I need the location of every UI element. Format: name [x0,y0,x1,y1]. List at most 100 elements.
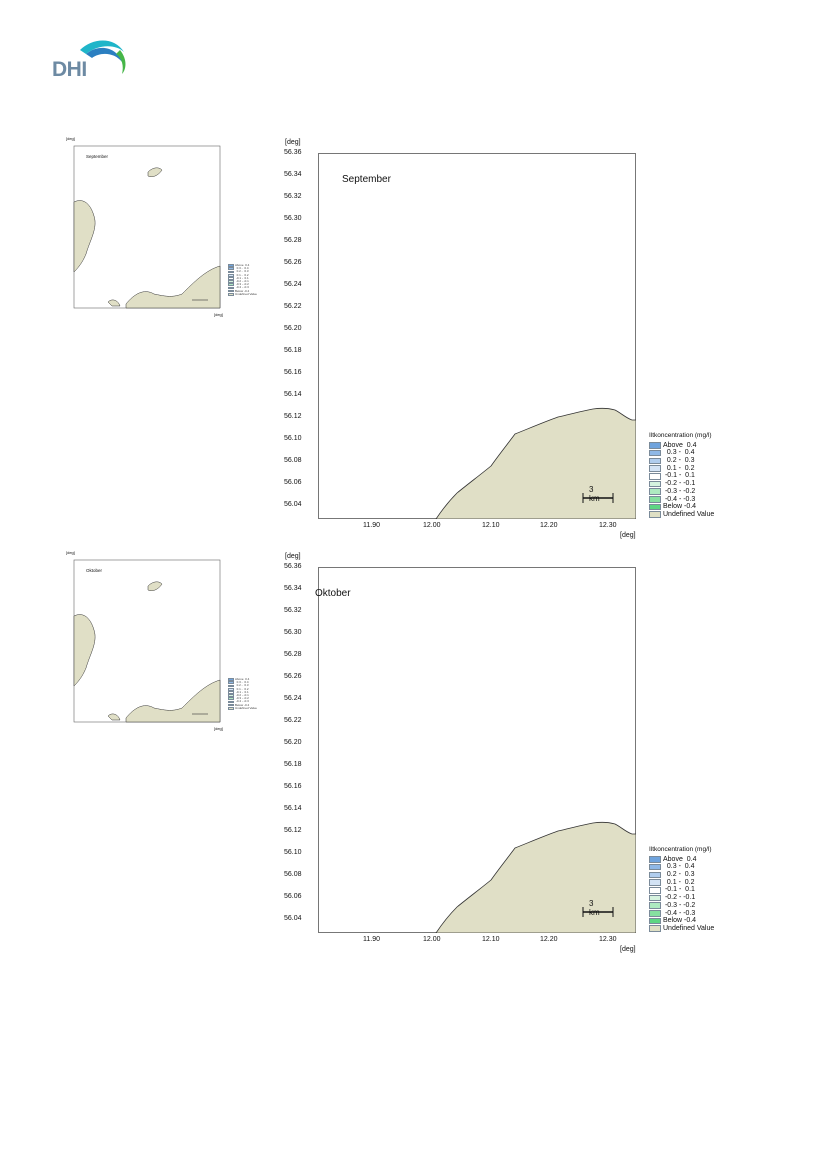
legend-label: Above 0.4 [663,441,697,449]
overview-legend-item: 0.2 - 0.3 [228,269,257,274]
legend-swatch [649,457,661,465]
overview-legend-label: -0.4 - -0.3 [235,699,249,704]
legend-swatch [649,894,661,902]
overview-legend-label: Above 0.4 [235,677,250,681]
y-tick-label: 56.18 [284,761,302,768]
legend-item: 0.1 - 0.2 [649,465,714,473]
overview-legend-label: 0.2 - 0.3 [235,683,249,688]
legend-label: 0.3 - 0.4 [663,449,695,457]
overview-legend-label: 0.3 - 0.4 [235,266,249,271]
legend-swatch [649,496,661,503]
overview-legend-label: -0.1 - 0.1 [235,275,249,280]
overview-x-unit: [deg] [214,312,223,317]
overview-legend: Above 0.4 0.3 - 0.4 0.2 - 0.3 0.1 - 0.2 … [228,263,257,296]
x-tick-label: 12.30 [599,936,617,943]
overview-legend-swatch [228,687,234,691]
overview-y-unit: [deg] [66,136,75,141]
legend-item: Above 0.4 [649,856,714,864]
overview-title: Oktober [86,568,103,573]
overview-legend-swatch [228,264,234,267]
overview-legend-label: -0.1 - 0.1 [235,689,249,694]
overview-legend-item: Below -0.4 [228,289,257,293]
legend-label: -0.2 - -0.1 [663,894,696,902]
y-tick-label: 56.14 [284,805,302,812]
overview-legend-swatch [228,267,234,271]
overview-legend-swatch [228,690,234,694]
legend-swatch [649,887,661,894]
x-tick-label: 12.00 [423,522,441,529]
legend-item: 0.1 - 0.2 [649,879,714,887]
legend-item: Below -0.4 [649,503,714,511]
legend-item: -0.2 - -0.1 [649,480,714,488]
legend-label: 0.3 - 0.4 [663,863,695,871]
overview-legend-label: Above 0.4 [235,263,250,267]
y-tick-label: 56.16 [284,369,302,376]
y-tick-label: 56.04 [284,915,302,922]
overview-legend-label: -0.3 - -0.2 [235,696,249,701]
overview-legend-item: Above 0.4 [228,677,257,681]
overview-y-unit: [deg] [66,550,75,555]
map-frame [318,153,636,519]
legend-label: Above 0.4 [663,855,697,863]
legend-label: -0.3 - -0.2 [663,901,696,909]
overview-legend-swatch [228,283,234,287]
overview-legend-label: Undefined Value [235,291,257,296]
overview-map-oktober: [deg] Oktober [deg] Above 0.4 0.3 - 0.4 … [64,550,274,734]
y-unit-label: [deg] [285,553,301,560]
legend-item: -0.4 - -0.3 [649,910,714,918]
y-tick-label: 56.20 [284,325,302,332]
y-tick-label: 56.30 [284,629,302,636]
legend-swatch [649,863,661,871]
legend: Iltkoncentration (mg/l) Above 0.4 0.3 - … [649,846,714,933]
legend-item: -0.1 - 0.1 [649,472,714,480]
y-tick-label: 56.36 [284,149,302,156]
legend-title: Iltkoncentration (mg/l) [649,846,712,853]
overview-legend-item: 0.3 - 0.4 [228,266,257,271]
y-tick-label: 56.14 [284,391,302,398]
overview-legend-item: 0.2 - 0.3 [228,683,257,688]
y-tick-label: 56.22 [284,717,302,724]
legend-item: 0.3 - 0.4 [649,863,714,871]
overview-legend-item: Below -0.4 [228,703,257,707]
legend-item: 0.3 - 0.4 [649,449,714,457]
legend-item: 0.2 - 0.3 [649,871,714,879]
overview-map-september: [deg] September [deg] Above 0.4 0.3 - 0.… [64,136,274,320]
legend-label: Below -0.4 [663,917,697,925]
overview-legend-item: -0.2 - -0.1 [228,278,257,283]
overview-legend-swatch [228,270,234,274]
overview-legend-label: 0.1 - 0.2 [235,272,249,277]
overview-legend-item: 0.1 - 0.2 [228,687,257,691]
legend-swatch [649,856,661,863]
overview-legend-item: -0.2 - -0.1 [228,693,257,697]
y-tick-label: 56.32 [284,193,302,200]
scale-bar [582,907,614,917]
y-tick-label: 56.34 [284,171,302,178]
x-unit-label: [deg] [620,532,636,539]
overview-legend-label: 0.2 - 0.3 [235,269,249,274]
overview-legend-item: -0.1 - 0.1 [228,689,257,694]
legend-swatch [649,879,661,886]
overview-legend-label: -0.4 - -0.3 [235,285,249,290]
overview-legend-label: -0.2 - -0.1 [235,278,249,283]
legend-item: Undefined Value [649,511,714,519]
legend-item: Below -0.4 [649,917,714,925]
overview-legend-swatch [228,289,234,293]
y-tick-label: 56.22 [284,303,302,310]
x-tick-label: 11.90 [363,522,380,529]
legend-label: 0.2 - 0.3 [663,457,695,465]
overview-legend-swatch [228,706,234,710]
legend-label: -0.1 - 0.1 [663,886,695,894]
legend-item: 0.2 - 0.3 [649,457,714,465]
y-tick-label: 56.34 [284,585,302,592]
legend-swatch [649,925,661,932]
overview-legend-swatch [228,703,234,707]
logo-text: DHI [52,58,87,81]
y-tick-label: 56.10 [284,849,302,856]
y-tick-label: 56.06 [284,893,302,900]
legend-swatch [649,480,661,488]
y-tick-label: 56.24 [284,281,302,288]
legend-swatch [649,488,661,495]
overview-legend-swatch [228,697,234,701]
x-tick-label: 12.30 [599,522,617,529]
legend-label: -0.3 - -0.2 [663,487,696,495]
